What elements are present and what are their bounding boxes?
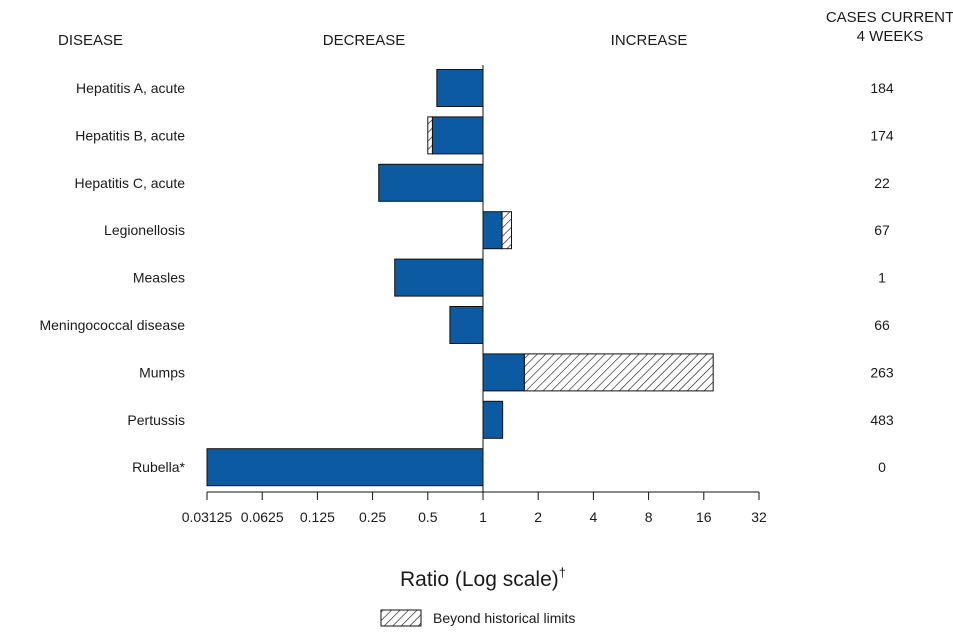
x-tick-label: 8	[645, 509, 653, 525]
cases-count: 66	[874, 317, 890, 333]
x-axis: 0.03125 0.0625 0.125 0.25 0.5 1 2 4 8 16 32	[182, 65, 767, 525]
legend-swatch-hatch	[380, 609, 422, 627]
ratio-bar	[206, 448, 484, 487]
x-tick-label: 0.0625	[241, 509, 284, 525]
cases-count: 0	[878, 459, 886, 475]
x-axis-title: Ratio (Log scale)†	[400, 565, 566, 591]
x-axis-title-dagger: †	[559, 565, 566, 580]
beyond-limit-bar	[523, 353, 714, 392]
cases-count: 22	[874, 175, 890, 191]
disease-label: Hepatitis B, acute	[75, 127, 185, 143]
disease-label: Measles	[133, 270, 185, 286]
x-tick-label: 0.5	[418, 509, 438, 525]
legend-label: Beyond historical limits	[433, 610, 575, 626]
ratio-bar	[482, 211, 503, 250]
ratio-bar	[394, 258, 484, 297]
header-cases-line1: CASES CURRENT	[826, 9, 953, 26]
disease-label: Mumps	[139, 364, 185, 380]
ratio-bar	[482, 353, 525, 392]
cases-count: 184	[870, 80, 894, 96]
cases-count: 174	[870, 127, 894, 143]
ratio-bar	[482, 400, 504, 439]
disease-label: Rubella*	[132, 459, 185, 475]
header-decrease: DECREASE	[323, 32, 406, 49]
beyond-limit-bar	[501, 211, 512, 250]
x-tick-label: 1	[479, 509, 487, 525]
beyond-limit-bar	[427, 116, 433, 155]
header-increase: INCREASE	[611, 32, 688, 49]
cases-count: 483	[870, 412, 894, 428]
header-disease: DISEASE	[58, 32, 123, 49]
disease-label: Hepatitis A, acute	[76, 80, 185, 96]
ratio-bar	[449, 306, 484, 344]
disease-label: Legionellosis	[104, 222, 185, 238]
disease-label: Meningococcal disease	[39, 317, 185, 333]
ratio-bar	[436, 69, 484, 107]
x-tick-label: 0.03125	[182, 509, 233, 525]
cases-count: 67	[874, 222, 890, 238]
x-tick-label: 4	[590, 509, 598, 525]
disease-label: Hepatitis C, acute	[75, 175, 186, 191]
x-tick-label: 2	[534, 509, 542, 525]
bar-rows: Hepatitis A, acute 184 Hepatitis B, acute 1…	[39, 69, 894, 487]
ratio-bar	[431, 116, 484, 155]
x-axis-title-text: Ratio (Log scale)	[400, 568, 559, 591]
x-tick-label: 0.25	[359, 509, 386, 525]
cases-count: 263	[870, 364, 894, 380]
header-cases-line2: 4 WEEKS	[857, 28, 924, 45]
x-tick-label: 32	[751, 509, 767, 525]
x-tick-label: 16	[696, 509, 712, 525]
cases-count: 1	[878, 270, 886, 286]
ratio-bar	[378, 163, 484, 202]
disease-label: Pertussis	[127, 412, 185, 428]
x-tick-label: 0.125	[300, 509, 335, 525]
